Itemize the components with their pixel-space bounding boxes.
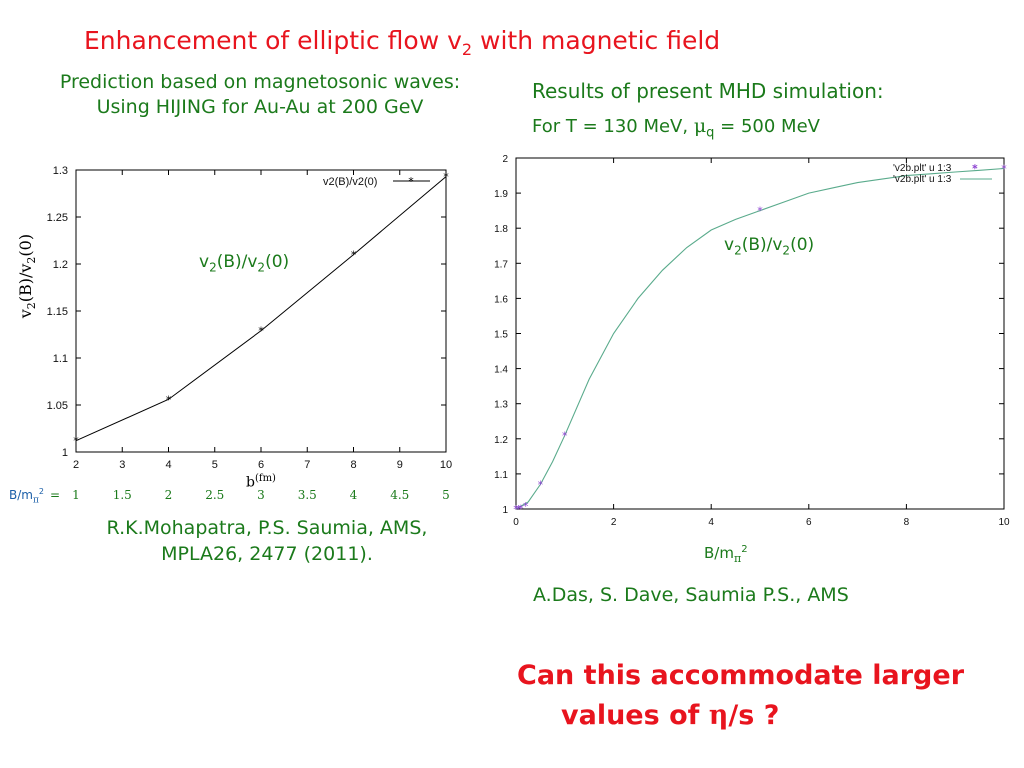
left-data-point: * xyxy=(166,393,172,406)
left-reference: R.K.Mohapatra, P.S. Saumia, AMS, MPLA26,… xyxy=(12,515,522,567)
right-series-points: *** ***** * xyxy=(513,163,1007,516)
bm-row-value: 3 xyxy=(257,488,265,502)
right-series-curve xyxy=(515,167,1005,510)
left-x-tick-label: 2 xyxy=(73,459,79,471)
right-legend-label-2: 'v2b.plt' u 1:3 xyxy=(893,174,952,185)
right-data-point: * xyxy=(757,205,763,218)
left-data-point: * xyxy=(443,171,449,184)
left-x-tick-label: 7 xyxy=(304,459,310,471)
left-x-tick-label: 4 xyxy=(165,459,171,471)
right-y-tick-label: 1.5 xyxy=(494,330,508,341)
bm-row-value: 5 xyxy=(442,488,450,502)
question-line1: Can this accommodate larger xyxy=(517,660,965,691)
question-line2: values of η/s ? xyxy=(561,700,780,731)
left-heading: Prediction based on magnetosonic waves: … xyxy=(12,70,508,120)
left-x-tick-label: 3 xyxy=(119,459,125,471)
left-heading-line2: Using HIJING for Au-Au at 200 GeV xyxy=(96,96,424,118)
bm-row-value: 4.5 xyxy=(390,488,409,502)
bm-row-value: 1.5 xyxy=(113,488,132,502)
right-x-tick-label: 2 xyxy=(611,517,617,528)
right-y-tick-label: 1.1 xyxy=(494,470,508,481)
left-x-tick-label: 8 xyxy=(350,459,356,471)
left-heading-line1: Prediction based on magnetosonic waves: xyxy=(59,71,461,93)
right-data-point: * xyxy=(538,478,544,491)
right-reference: A.Das, S. Dave, Saumia P.S., AMS xyxy=(533,584,849,606)
right-y-tick-label: 1.9 xyxy=(494,189,508,200)
left-legend-label: v2(B)/v2(0) xyxy=(323,176,377,188)
left-reference-line1: R.K.Mohapatra, P.S. Saumia, AMS, xyxy=(106,517,428,539)
right-data-point: * xyxy=(518,502,524,515)
left-chart: 2 3 4 5 6 7 8 9 10 1 1.05 1.1 1.15 1.2 1.25 1.3 * * * * * v… xyxy=(47,165,453,471)
right-x-tick-label: 0 xyxy=(513,517,519,528)
right-axis-ticks: 0 2 4 6 8 10 1 1.1 1.2 1.3 1.4 1.5 1.6 1.7 1.8 1.9 2 xyxy=(494,154,1010,528)
left-series-points: * * * * * xyxy=(73,171,449,448)
left-legend-marker: * xyxy=(408,175,414,188)
right-y-tick-label: 1.3 xyxy=(494,400,508,411)
left-reference-line2: MPLA26, 2477 (2011). xyxy=(161,543,373,565)
right-y-tick-label: 1.8 xyxy=(494,224,508,235)
left-y-tick-label: 1.05 xyxy=(47,400,68,412)
bm-row-label: B/mπ2 = xyxy=(9,487,61,506)
left-xlabel: b(fm) xyxy=(246,473,276,491)
bm-row-value: 2 xyxy=(165,488,173,502)
right-data-point: * xyxy=(513,503,519,516)
left-axis-ticks: 2 3 4 5 6 7 8 9 10 1 1.05 1.1 1.15 1.2 1.25 1.3 xyxy=(47,165,453,471)
bm-row-values: 1 1.5 2 2.5 3 3.5 4 4.5 5 xyxy=(72,488,450,502)
bm-row-value: 3.5 xyxy=(298,488,317,502)
left-x-tick-label: 6 xyxy=(258,459,264,471)
left-x-tick-label: 9 xyxy=(397,459,403,471)
right-y-tick-label: 1.7 xyxy=(494,259,508,270)
left-data-point: * xyxy=(258,325,264,338)
right-annotation: v2(B)/v2(0) xyxy=(724,235,815,258)
left-x-tick-label: 5 xyxy=(212,459,218,471)
right-y-tick-label: 2 xyxy=(502,154,508,165)
bm-row-value: 2.5 xyxy=(205,488,224,502)
left-data-point: * xyxy=(73,435,79,448)
page-title: Enhancement of elliptic flow v2 with mag… xyxy=(84,26,721,59)
left-y-tick-label: 1.2 xyxy=(53,259,68,271)
left-series-line xyxy=(75,176,447,442)
right-x-tick-label: 4 xyxy=(708,517,714,528)
right-data-point: * xyxy=(1001,163,1007,176)
left-x-tick-label: 10 xyxy=(440,459,452,471)
right-x-tick-label: 6 xyxy=(806,517,812,528)
right-x-tick-label: 10 xyxy=(998,517,1010,528)
right-legend-label-1: 'v2b.plt' u 1:3 xyxy=(893,163,952,174)
left-y-tick-label: 1.15 xyxy=(47,306,68,318)
left-annotation: v2(B)/v2(0) xyxy=(199,252,290,275)
right-data-point: * xyxy=(516,503,522,516)
right-data-point: * xyxy=(562,429,568,442)
right-xlabel: B/mπ2 xyxy=(704,544,748,565)
right-data-point: * xyxy=(972,163,978,176)
bm-row-value: 1 xyxy=(72,488,80,502)
right-x-tick-label: 8 xyxy=(904,517,910,528)
left-y-tick-label: 1 xyxy=(62,447,68,459)
bm-row-value: 4 xyxy=(350,488,358,502)
right-y-tick-label: 1.4 xyxy=(494,365,508,376)
right-heading-line1: Results of present MHD simulation: xyxy=(532,79,884,103)
right-y-tick-label: 1 xyxy=(502,505,508,516)
left-y-tick-label: 1.1 xyxy=(53,353,68,365)
left-y-tick-label: 1.25 xyxy=(47,212,68,224)
right-data-point: * xyxy=(523,500,529,513)
right-legend-marker: * xyxy=(972,162,978,175)
right-y-tick-label: 1.2 xyxy=(494,435,508,446)
right-heading-line2: For T = 130 MeV, μq = 500 MeV xyxy=(532,115,820,141)
right-y-tick-label: 1.6 xyxy=(494,294,508,305)
left-data-point: * xyxy=(351,249,357,262)
left-y-tick-label: 1.3 xyxy=(53,165,68,177)
